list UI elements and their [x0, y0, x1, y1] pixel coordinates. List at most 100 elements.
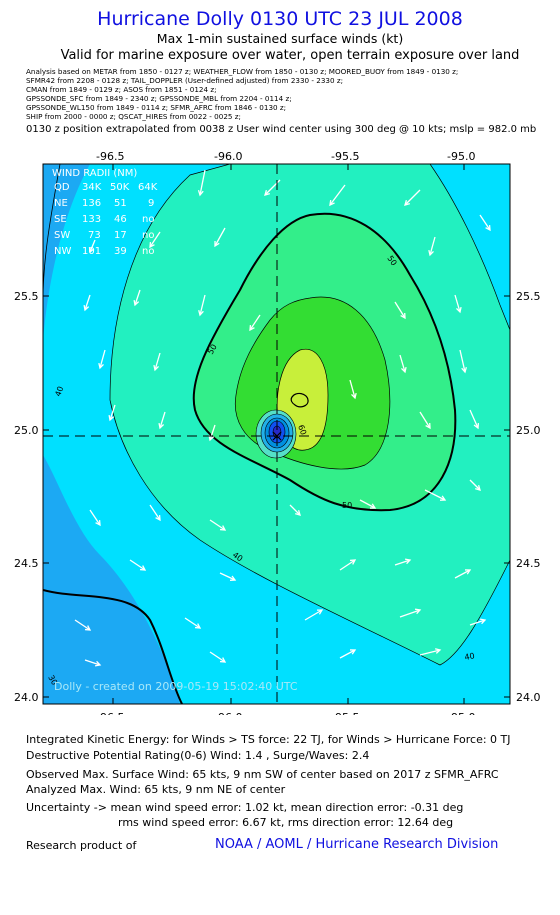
contour-label: 60: [296, 424, 308, 437]
wind-field: [43, 164, 510, 704]
radii-header-cell: QD: [54, 182, 70, 193]
radii-cell: 39: [114, 246, 127, 257]
wind-arrow-head: [479, 618, 487, 625]
wind-arrow-head: [351, 392, 357, 400]
radii-row: NW 101 39 no: [54, 246, 154, 257]
radii-cell: 73: [88, 230, 101, 241]
analyzed-max-text: Analyzed Max. Wind: 65 kts, 9 nm NE of c…: [26, 783, 286, 796]
wind-arrow: [209, 519, 226, 531]
source-line: Analysis based on METAR from 1850 - 0127…: [26, 67, 459, 76]
wind-arrow: [109, 404, 116, 421]
source-line: GPSSONDE_SFC from 1849 - 2340 z; GPSSOND…: [26, 94, 292, 103]
contour-label: 50: [342, 501, 352, 510]
wind-arrow: [149, 231, 161, 248]
wind-analysis-map: 40 40 40 50 50 50 60 30 WIND RADII (NM) …: [14, 150, 541, 715]
lon-tick-label: -96.5: [96, 711, 124, 715]
wind-arrow-head: [149, 241, 155, 249]
wind-arrow: [184, 617, 201, 629]
radii-row: SE 133 46 no: [54, 214, 154, 225]
source-line: CMAN from 1849 - 0129 z; ASOS from 1851 …: [26, 85, 217, 94]
contour-label: 50: [206, 343, 219, 356]
wind-arrow: [289, 504, 301, 516]
position-note: 0130 z position extrapolated from 0038 z…: [26, 124, 537, 135]
wind-arrow: [419, 649, 441, 656]
lat-tick-label: 25.5: [516, 290, 541, 303]
wind-arrow-head: [219, 657, 227, 663]
wind-arrow-head: [264, 190, 270, 196]
wind-arrow-head: [461, 367, 467, 374]
lat-tick-label: 24.0: [14, 691, 39, 704]
wind-arrow-head: [464, 569, 472, 575]
wind-arrow-head: [98, 362, 104, 370]
radii-cell: 136: [82, 198, 101, 209]
lon-tick-label: -96.5: [96, 150, 124, 163]
wind-arrow-head: [473, 422, 480, 430]
bottom-longitude-axis: -96.5 -96.0 -95.5 -95.0: [96, 698, 475, 715]
radii-cell: 46: [114, 214, 127, 225]
uncertainty-text: Uncertainty -> mean wind speed error: 1.…: [26, 801, 464, 814]
wind-arrow-head: [401, 366, 407, 374]
wind-arrow: [349, 379, 356, 399]
wind-arrow-head: [475, 485, 481, 491]
wind-arrow-head: [349, 649, 357, 655]
lon-tick-label: -95.0: [447, 711, 475, 715]
observed-max-text: Observed Max. Surface Wind: 65 kts, 9 nm…: [26, 768, 499, 781]
radii-cell: no: [142, 246, 154, 257]
wind-arrow: [419, 411, 431, 429]
radii-cell: 133: [82, 214, 101, 225]
wind-arrow: [404, 189, 421, 206]
wind-arrow: [479, 214, 491, 231]
source-line: SFMR42 from 2208 - 0128 z; TAIL_DOPPLER …: [26, 76, 344, 85]
radii-header-cell: 34K: [82, 182, 102, 193]
radii-header: QD 34K 50K 64K: [54, 182, 158, 193]
contour-label: 30: [46, 674, 59, 687]
lat-tick-label: 24.0: [516, 691, 541, 704]
dpr-text: Destructive Potential Rating(0-6) Wind: …: [26, 749, 370, 762]
wind-arrow-head: [229, 575, 237, 581]
left-latitude-axis: 25.5 25.0 24.5 24.0: [14, 290, 49, 704]
radii-cell: NE: [54, 198, 68, 209]
radii-cell: NW: [54, 246, 71, 257]
wind-arrow: [339, 559, 356, 571]
wind-arrow: [84, 659, 101, 666]
contour-label: 40: [53, 385, 65, 398]
wind-arrow-head: [485, 224, 491, 232]
wind-arrow: [469, 409, 479, 429]
wind-arrow-head: [414, 608, 422, 615]
wind-arrow: [424, 489, 446, 501]
lon-tick-label: -95.5: [331, 150, 359, 163]
noaa-link[interactable]: NOAA / AOML / Hurricane Research Divisio…: [215, 837, 499, 852]
radii-cell: 101: [82, 246, 101, 257]
wind-arrow-head: [208, 434, 215, 442]
lon-tick-label: -95.0: [447, 150, 475, 163]
wind-arrow: [209, 651, 226, 663]
radii-cell: 17: [114, 230, 127, 241]
wind-arrow: [394, 559, 411, 566]
wind-arrow-head: [349, 559, 357, 565]
wind-arrow-head: [295, 510, 301, 516]
wind-arrow-head: [404, 200, 410, 206]
wind-vectors: [74, 169, 491, 667]
wind-arrow: [74, 619, 91, 631]
wind-arrow: [129, 559, 146, 571]
wind-radii-table: WIND RADII (NM) QD 34K 50K 64K NE 136 51…: [52, 168, 158, 257]
radii-cell: SE: [54, 214, 67, 225]
wind-arrow-head: [88, 246, 95, 254]
wind-arrow: [454, 294, 461, 313]
wind-arrow-head: [84, 625, 92, 631]
wind-arrow-head: [95, 519, 101, 527]
contour-30kt: [43, 589, 183, 704]
radii-header-cell: 64K: [138, 182, 158, 193]
max-wind-ring: [290, 392, 309, 408]
credit-label: Dolly - created on 2009-05-19 15:02:40 U…: [54, 680, 298, 693]
wind-arrow: [429, 236, 436, 256]
wind-arrow: [219, 572, 236, 581]
lon-tick-label: -95.5: [331, 711, 359, 715]
lon-tick-label: -96.0: [214, 150, 242, 163]
wind-arrow: [469, 619, 486, 626]
plot-frame: [42, 163, 511, 705]
wind-arrow-head: [108, 414, 115, 422]
wind-arrow: [89, 509, 101, 526]
wind-arrow: [84, 294, 91, 311]
wind-arrow: [209, 424, 216, 441]
